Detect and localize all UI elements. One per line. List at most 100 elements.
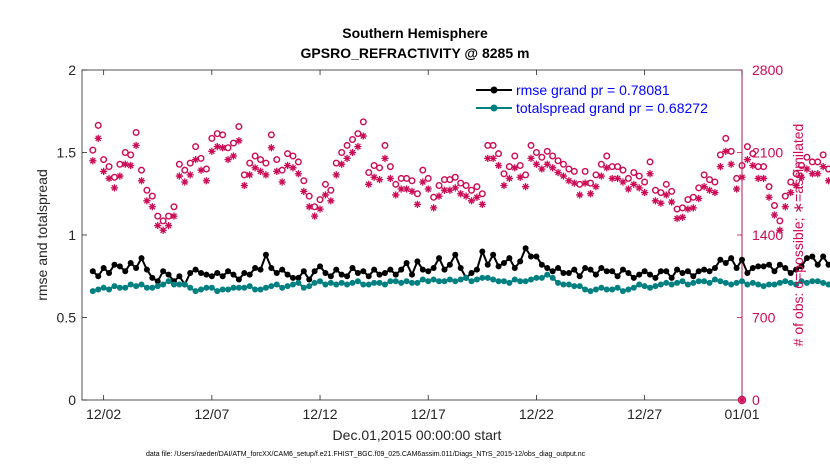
assimilated-point <box>159 226 167 234</box>
rmse-point <box>695 268 702 275</box>
assimilated-point <box>527 154 535 162</box>
possible-point <box>570 167 578 175</box>
rmse-point <box>555 265 562 271</box>
possible-point <box>89 146 97 154</box>
x-tick-label: 12/17 <box>411 406 446 422</box>
totalspread-point <box>176 281 183 288</box>
y-axis-label: rmse and totalspread <box>34 169 50 301</box>
assimilated-point <box>559 172 568 180</box>
totalspread-point <box>684 281 691 288</box>
assimilated-point <box>94 134 102 142</box>
possible-point <box>110 173 118 181</box>
assimilated-point <box>208 147 216 155</box>
assimilated-point <box>143 197 151 205</box>
assimilated-point <box>516 173 524 181</box>
assimilated-point <box>446 186 454 194</box>
possible-point <box>641 178 649 186</box>
totalspread-point <box>598 284 605 291</box>
rmse-point <box>279 266 286 273</box>
rmse-point <box>490 251 497 258</box>
totalspread-point <box>739 278 745 285</box>
totalspread-point <box>787 279 794 286</box>
totalspread-point <box>425 278 432 285</box>
rmse-point <box>252 265 259 271</box>
rmse-point <box>739 256 745 263</box>
totalspread-point <box>268 283 275 290</box>
rmse-point <box>327 273 334 280</box>
rmse-point <box>576 273 583 280</box>
assimilated-point <box>186 171 194 179</box>
totalspread-point <box>371 279 378 286</box>
rmse-point <box>176 273 183 280</box>
rmse-point <box>371 266 378 273</box>
assimilated-point <box>738 173 746 181</box>
rmse-point <box>814 261 821 268</box>
possible-point <box>684 196 692 204</box>
totalspread-point <box>603 286 610 293</box>
assimilated-point <box>154 221 162 230</box>
totalspread-point <box>825 281 830 288</box>
possible-point <box>197 154 205 162</box>
possible-point <box>138 166 146 174</box>
totalspread-point <box>138 281 145 288</box>
totalspread-point <box>609 286 616 293</box>
possible-point <box>716 151 724 159</box>
possible-point <box>424 174 432 182</box>
totalspread-point <box>111 283 118 290</box>
assimilated-point <box>760 174 768 183</box>
possible-point <box>619 166 627 174</box>
possible-point <box>192 143 200 151</box>
rmse-point <box>755 263 762 270</box>
assimilated-point <box>732 185 741 193</box>
chart-subtitle: GPSRO_REFRACTIVITY @ 8285 m <box>301 45 530 61</box>
x-tick-label: 12/02 <box>86 406 121 422</box>
assimilated-point <box>343 154 351 162</box>
totalspread-point <box>241 284 248 291</box>
possible-point <box>257 156 265 164</box>
possible-point <box>273 156 281 164</box>
rmse-point <box>344 273 351 280</box>
assimilated-point <box>132 141 140 150</box>
assimilated-point <box>289 164 297 172</box>
rmse-point <box>122 268 129 275</box>
assimilated-point <box>229 152 238 160</box>
possible-point <box>132 128 140 136</box>
possible-point <box>706 176 714 184</box>
assimilated-point <box>776 226 784 234</box>
x-axis-label: Dec.01,2015 00:00:00 start <box>333 427 502 443</box>
assimilated-point <box>338 160 346 168</box>
possible-point <box>202 165 210 173</box>
possible-point <box>559 160 567 168</box>
y2-tick-label: 1400 <box>752 227 783 243</box>
totalspread-point <box>744 281 751 288</box>
totalspread-point <box>95 286 102 293</box>
assimilated-point <box>478 200 486 208</box>
totalspread-point <box>690 279 697 286</box>
possible-point <box>121 148 129 156</box>
rmse-point <box>825 261 830 268</box>
possible-point <box>614 163 622 171</box>
totalspread-point <box>668 281 675 288</box>
assimilated-point <box>375 176 384 184</box>
assimilated-point <box>121 160 129 168</box>
possible-point <box>435 181 443 189</box>
assimilated-point <box>603 164 611 172</box>
rmse-point <box>571 266 578 273</box>
legend-label: rmse grand pr = 0.78081 <box>516 82 670 98</box>
totalspread-point <box>555 279 562 286</box>
legend-label: totalspread grand pr = 0.68272 <box>516 100 708 116</box>
totalspread-point <box>419 276 426 283</box>
totalspread-point <box>663 279 670 286</box>
totalspread-point <box>776 279 783 286</box>
assimilated-point <box>419 178 427 186</box>
totalspread-point <box>798 278 805 285</box>
possible-point <box>743 143 751 151</box>
rmse-point <box>273 269 280 276</box>
rmse-point <box>203 271 210 278</box>
possible-point <box>430 193 438 201</box>
possible-point <box>235 123 243 131</box>
rmse-point <box>511 265 518 271</box>
totalspread-point <box>279 284 286 291</box>
totalspread-point <box>549 274 556 281</box>
totalspread-point <box>701 278 708 285</box>
